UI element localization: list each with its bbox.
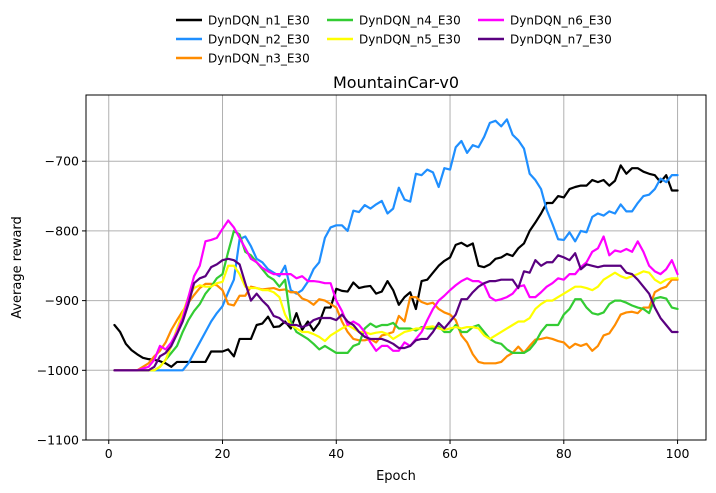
x-tick-label: 40 bbox=[328, 446, 344, 461]
series-line-3 bbox=[113, 278, 679, 372]
y-axis-label: Average reward bbox=[10, 216, 25, 319]
series-line-7 bbox=[113, 252, 679, 372]
chart-title: MountainCar-v0 bbox=[333, 73, 459, 92]
legend-label-6: DynDQN_n6_E30 bbox=[510, 14, 612, 28]
y-tick-label: −800 bbox=[45, 223, 79, 238]
x-tick-label: 100 bbox=[666, 446, 690, 461]
series-group bbox=[113, 118, 679, 372]
legend-label-2: DynDQN_n2_E30 bbox=[208, 33, 310, 47]
y-tick-label: −700 bbox=[45, 154, 79, 169]
series-line-5 bbox=[113, 264, 679, 372]
series-line-2 bbox=[113, 118, 679, 372]
x-axis-label: Epoch bbox=[376, 469, 416, 484]
axes: 0 20 40 60 80 100 −1100 −1000 −900 −800 −700 bbox=[37, 154, 690, 461]
x-tick-label: 80 bbox=[556, 446, 572, 461]
legend-label-4: DynDQN_n4_E30 bbox=[359, 14, 461, 28]
y-tick-label: −1100 bbox=[37, 433, 79, 448]
legend-label-5: DynDQN_n5_E30 bbox=[359, 33, 461, 47]
y-tick-label: −1000 bbox=[37, 363, 79, 378]
x-tick-label: 60 bbox=[442, 446, 458, 461]
series-line-1 bbox=[113, 164, 679, 368]
legend-label-1: DynDQN_n1_E30 bbox=[208, 14, 310, 28]
series-line-6 bbox=[113, 219, 679, 372]
x-tick-label: 20 bbox=[215, 446, 231, 461]
series-line-4 bbox=[113, 229, 679, 372]
plot-frame bbox=[85, 94, 707, 441]
y-tick-label: −900 bbox=[45, 293, 79, 308]
legend-label-7: DynDQN_n7_E30 bbox=[510, 33, 612, 47]
x-tick-label: 0 bbox=[105, 446, 113, 461]
legend-label-3: DynDQN_n3_E30 bbox=[208, 52, 310, 66]
legend: DynDQN_n1_E30 DynDQN_n4_E30 DynDQN_n6_E30 D… bbox=[176, 14, 612, 66]
